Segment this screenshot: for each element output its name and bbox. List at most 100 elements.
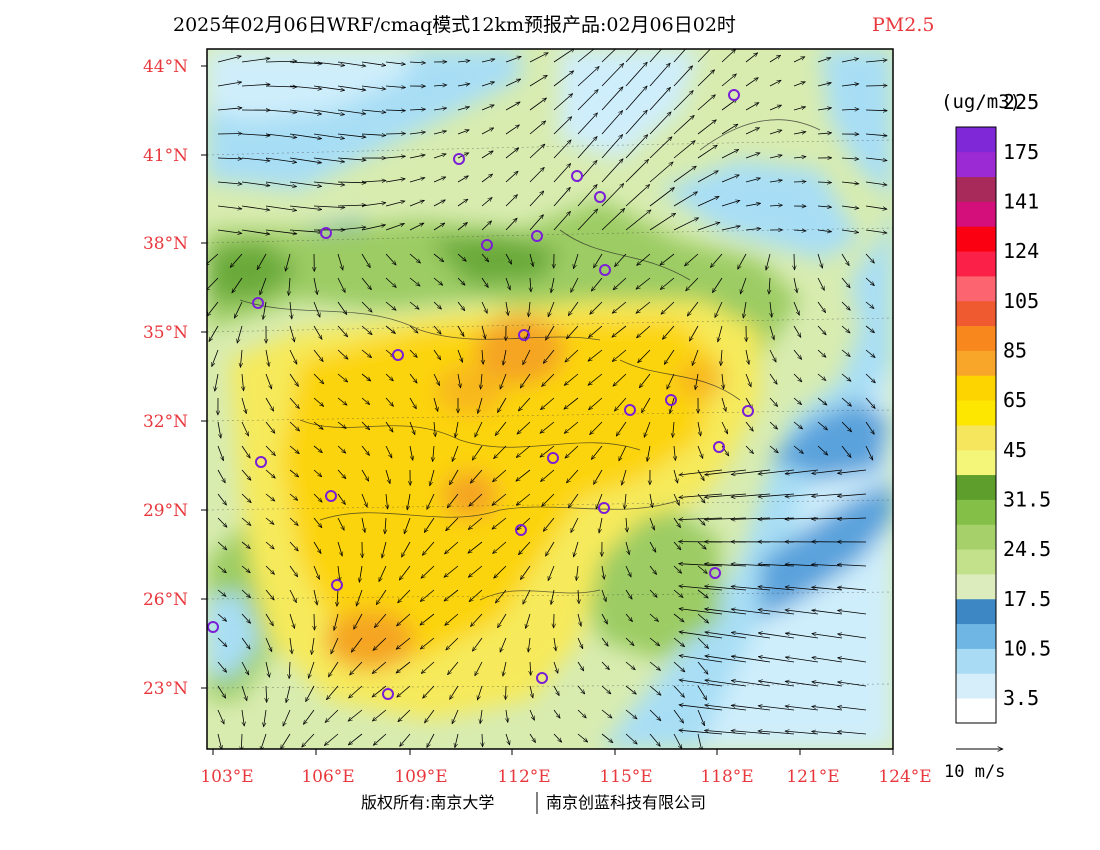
wind-vector bbox=[356, 589, 363, 606]
colorbar-swatch bbox=[956, 499, 996, 525]
wind-vector bbox=[217, 733, 222, 749]
wind-vector bbox=[337, 205, 366, 206]
wind-vector bbox=[714, 301, 723, 318]
wind-vector bbox=[731, 681, 771, 687]
wind-vector bbox=[217, 445, 224, 461]
wind-vector bbox=[731, 656, 771, 663]
wind-vector bbox=[812, 657, 843, 663]
map-title: 2025年02月06日WRF/cmaq模式12km预报产品:02月06日02时 … bbox=[173, 14, 934, 36]
wind-vector bbox=[265, 421, 275, 433]
wind-vector bbox=[817, 83, 831, 87]
wind-vector bbox=[865, 229, 887, 233]
wind-vector bbox=[372, 709, 387, 721]
colorbar-tick-label: 17.5 bbox=[1003, 587, 1051, 611]
wind-vector bbox=[673, 661, 685, 672]
wind-vector bbox=[625, 709, 637, 719]
lat-label: 44°N bbox=[143, 57, 188, 77]
colorbar-unit: (ug/m3) bbox=[941, 91, 1021, 113]
wind-vector bbox=[666, 373, 675, 389]
colorbar-tick-label: 85 bbox=[1003, 339, 1027, 363]
wind-vector bbox=[785, 469, 819, 474]
colorbar-tick-label: 225 bbox=[1003, 90, 1039, 114]
city-marker bbox=[453, 153, 465, 165]
wind-vector bbox=[433, 349, 441, 360]
wind-vector bbox=[424, 517, 435, 533]
wind-vector bbox=[841, 397, 852, 406]
wind-vector bbox=[596, 493, 603, 509]
wind-vector bbox=[337, 61, 366, 66]
wind-vector bbox=[337, 253, 343, 270]
wind-vector bbox=[817, 325, 826, 335]
wind-vector bbox=[374, 613, 387, 628]
wind-vector bbox=[372, 685, 387, 697]
wind-vector bbox=[865, 110, 887, 111]
wind-vector bbox=[602, 565, 604, 579]
wind-vector bbox=[289, 469, 299, 477]
wind-vector bbox=[625, 110, 647, 135]
wind-vector bbox=[553, 211, 571, 231]
wind-vector bbox=[758, 657, 795, 663]
wind-vector bbox=[457, 107, 470, 111]
wind-vector bbox=[313, 109, 345, 115]
city-marker bbox=[531, 230, 543, 242]
wind-vector bbox=[705, 609, 747, 615]
wind-vector bbox=[212, 349, 219, 367]
wind-vector bbox=[505, 78, 521, 87]
wind-vector bbox=[673, 613, 684, 622]
wind-vector bbox=[265, 661, 270, 677]
colorbar-swatch bbox=[956, 449, 996, 476]
wind-vector bbox=[324, 733, 339, 746]
colorbar-tick-label: 105 bbox=[1003, 289, 1039, 313]
wind-vector bbox=[769, 104, 782, 111]
wind-vector bbox=[516, 493, 531, 505]
wind-vector bbox=[493, 541, 507, 554]
wind-vector bbox=[745, 178, 760, 183]
wind-vector bbox=[837, 732, 867, 735]
wind-vector bbox=[601, 733, 613, 743]
wind-vector bbox=[325, 709, 339, 723]
wind-vector bbox=[308, 661, 315, 678]
wind-vector bbox=[841, 253, 849, 266]
wind-vector bbox=[793, 132, 806, 134]
wind-vector bbox=[679, 518, 723, 520]
wind-vector bbox=[697, 222, 720, 231]
wind-vector bbox=[474, 421, 483, 437]
wind-vector bbox=[376, 589, 387, 605]
wind-vector bbox=[697, 565, 707, 574]
wind-vector bbox=[241, 58, 270, 63]
wind-vector bbox=[578, 589, 579, 604]
wind-vector bbox=[649, 637, 660, 646]
wind-vector bbox=[529, 121, 546, 135]
wind-vector bbox=[570, 517, 579, 533]
wind-vector bbox=[409, 109, 426, 110]
wind-vector bbox=[481, 277, 488, 288]
wind-vector bbox=[793, 421, 803, 429]
wind-vector bbox=[313, 565, 320, 579]
wind-vector bbox=[481, 151, 493, 159]
wind-vector bbox=[337, 445, 346, 453]
wind-vector bbox=[457, 176, 468, 183]
wind-vector bbox=[588, 349, 603, 361]
wind-vector bbox=[649, 685, 661, 695]
wind-vector bbox=[614, 397, 627, 411]
wind-vector bbox=[233, 301, 243, 318]
colorbar-tick-label: 124 bbox=[1003, 239, 1039, 263]
wind-vector bbox=[841, 301, 850, 310]
wind-vector bbox=[841, 84, 859, 86]
lon-label: 109°E bbox=[394, 767, 447, 787]
wind-vector bbox=[553, 71, 574, 87]
wind-vector bbox=[290, 301, 292, 319]
wind-vector bbox=[679, 609, 723, 615]
wind-vector bbox=[625, 613, 633, 622]
wind-vector bbox=[457, 277, 465, 285]
wind-vector bbox=[385, 253, 396, 265]
wind-vector bbox=[529, 98, 547, 111]
wind-vector bbox=[285, 253, 291, 271]
wind-vector bbox=[679, 705, 723, 711]
wind-vector bbox=[503, 661, 507, 676]
wind-vector bbox=[265, 373, 272, 389]
wind-vector bbox=[769, 421, 778, 429]
wind-vector bbox=[421, 565, 435, 578]
wind-vector bbox=[638, 349, 651, 363]
wind-vector bbox=[785, 657, 819, 663]
